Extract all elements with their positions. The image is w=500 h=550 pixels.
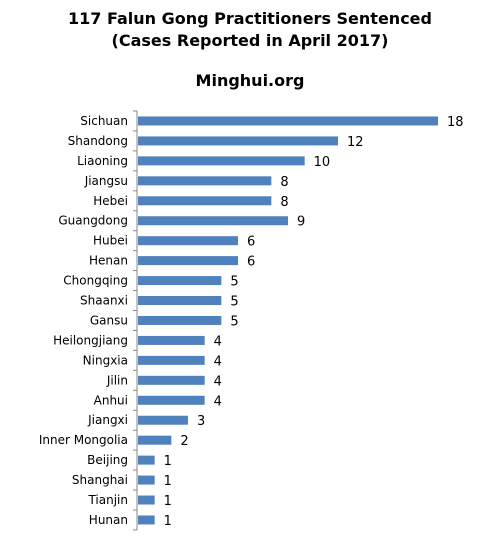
bar <box>138 276 222 286</box>
data-label: 4 <box>214 334 222 349</box>
data-label: 2 <box>180 434 188 449</box>
bar <box>138 415 188 425</box>
chart-title-line-2: (Cases Reported in April 2017) <box>111 31 389 50</box>
chart-title: 117 Falun Gong Practitioners Sentenced (… <box>0 8 500 52</box>
data-label: 4 <box>214 354 222 369</box>
category-label: Jiangsu <box>84 174 128 188</box>
data-label: 1 <box>164 514 172 529</box>
bar <box>138 515 155 525</box>
bar <box>138 455 155 465</box>
bar <box>138 315 222 325</box>
bar <box>138 435 172 445</box>
data-label: 8 <box>280 195 288 210</box>
bar <box>138 475 155 485</box>
data-label: 4 <box>214 394 222 409</box>
bar <box>138 136 338 146</box>
category-label: Heilongjiang <box>53 333 128 347</box>
bar <box>138 395 205 405</box>
bar <box>138 355 205 365</box>
bar <box>138 375 205 385</box>
category-label: Gansu <box>90 313 128 327</box>
category-label: Jilin <box>106 373 128 387</box>
data-label: 6 <box>247 255 255 270</box>
data-label: 5 <box>230 295 238 310</box>
category-label: Shaanxi <box>80 294 128 308</box>
data-label: 5 <box>230 314 238 329</box>
data-label: 3 <box>197 414 205 429</box>
data-label: 10 <box>314 155 331 170</box>
data-label: 6 <box>247 235 255 250</box>
bar <box>138 296 222 306</box>
category-label: Jiangxi <box>87 413 128 427</box>
category-label: Inner Mongolia <box>39 433 128 447</box>
category-label: Ningxia <box>83 353 128 367</box>
category-label: Hubei <box>93 234 128 248</box>
data-label: 1 <box>164 474 172 489</box>
chart-title-line-1: 117 Falun Gong Practitioners Sentenced <box>68 9 432 28</box>
category-label: Guangdong <box>58 214 128 228</box>
category-label: Hunan <box>89 513 128 527</box>
data-label: 1 <box>164 454 172 469</box>
bar <box>138 335 205 345</box>
data-label: 8 <box>280 175 288 190</box>
data-label: 1 <box>164 494 172 509</box>
category-label: Henan <box>89 254 128 268</box>
category-label: Tianjin <box>87 493 128 507</box>
data-label: 18 <box>447 115 464 130</box>
bar <box>138 236 238 246</box>
category-label: Shanghai <box>72 473 128 487</box>
bar <box>138 116 438 126</box>
category-label: Shandong <box>68 134 128 148</box>
data-label: 4 <box>214 374 222 389</box>
bar <box>138 216 288 226</box>
bar <box>138 156 305 166</box>
data-label: 9 <box>297 215 305 230</box>
bar <box>138 495 155 505</box>
source-label: Minghui.org <box>195 71 305 90</box>
category-label: Chongqing <box>63 274 128 288</box>
category-label: Liaoning <box>77 154 128 168</box>
category-label: Anhui <box>94 393 128 407</box>
bar <box>138 196 272 206</box>
bar <box>138 176 272 186</box>
category-label: Sichuan <box>80 114 128 128</box>
data-label: 12 <box>347 135 364 150</box>
category-label: Beijing <box>87 453 128 467</box>
bar <box>138 256 238 266</box>
data-label: 5 <box>230 275 238 290</box>
category-label: Hebei <box>93 194 128 208</box>
